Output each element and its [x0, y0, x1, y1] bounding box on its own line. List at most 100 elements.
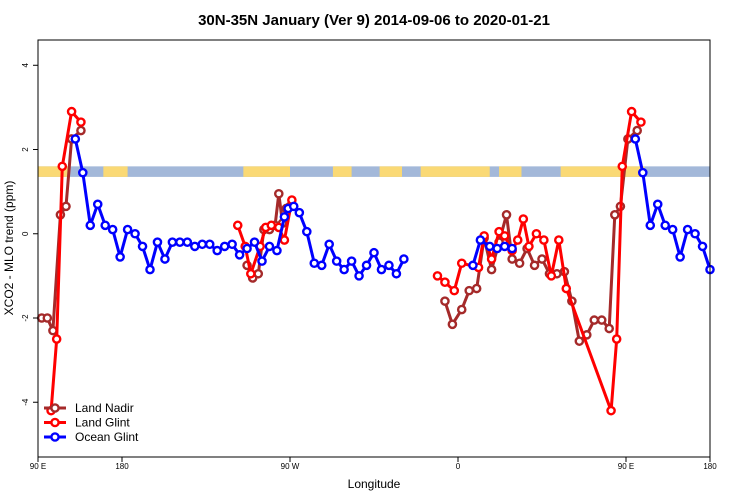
legend-swatch-marker	[50, 432, 60, 442]
data-point-ocean-glint	[100, 220, 110, 231]
data-point-land-glint	[539, 235, 549, 245]
data-point-ocean-glint	[152, 237, 163, 247]
data-point-ocean-glint	[92, 199, 103, 210]
data-point-land-glint	[66, 106, 77, 117]
x-tick-label: 180	[115, 462, 129, 471]
legend-swatch-marker	[50, 403, 60, 413]
data-point-ocean-glint	[675, 252, 685, 262]
land-band-segment	[38, 166, 68, 177]
data-point-ocean-glint	[249, 237, 260, 247]
data-point-ocean-glint	[204, 239, 215, 250]
data-point-land-nadir	[456, 304, 467, 315]
data-point-land-glint	[636, 117, 646, 127]
data-point-land-glint	[524, 241, 534, 252]
data-point-land-nadir	[514, 258, 525, 269]
data-point-land-nadir	[610, 210, 620, 220]
data-point-land-nadir	[596, 315, 607, 325]
data-point-land-glint	[499, 231, 510, 241]
data-point-land-nadir	[42, 313, 53, 323]
legend-swatch-marker	[50, 417, 60, 428]
data-point-ocean-glint	[301, 226, 312, 237]
data-point-land-nadir	[501, 210, 512, 220]
data-point-ocean-glint	[145, 264, 155, 275]
data-point-ocean-glint	[227, 239, 237, 250]
x-tick-label: 180	[703, 462, 717, 471]
data-point-ocean-glint	[115, 252, 125, 262]
data-point-ocean-glint	[492, 243, 503, 254]
data-point-ocean-glint	[78, 167, 88, 178]
data-point-ocean-glint	[645, 220, 656, 231]
x-tick-label: 90 E	[618, 462, 634, 471]
data-point-land-glint	[626, 106, 637, 117]
data-point-land-nadir	[273, 188, 284, 199]
land-band-segment	[560, 166, 645, 177]
data-point-ocean-glint	[638, 167, 648, 178]
data-point-ocean-glint	[475, 235, 486, 245]
legend-label: Land Glint	[75, 416, 130, 430]
ocean-band	[38, 166, 710, 177]
chart-title: 30N-35N January (Ver 9) 2014-09-06 to 20…	[198, 12, 550, 29]
data-point-ocean-glint	[376, 264, 387, 275]
data-point-land-glint	[449, 285, 460, 296]
data-point-land-nadir	[447, 319, 458, 330]
data-point-ocean-glint	[391, 268, 402, 279]
data-point-ocean-glint	[212, 245, 222, 256]
data-point-ocean-glint	[137, 241, 148, 252]
data-point-ocean-glint	[667, 224, 678, 235]
data-point-land-nadir	[76, 125, 86, 136]
data-point-ocean-glint	[122, 224, 133, 235]
data-point-land-nadir	[632, 125, 643, 136]
legend-item-land-glint: Land Glint	[44, 416, 130, 430]
data-point-ocean-glint	[690, 228, 700, 239]
data-point-land-glint	[611, 334, 622, 344]
data-point-land-glint	[279, 235, 290, 245]
data-point-ocean-glint	[652, 199, 663, 210]
data-point-ocean-glint	[288, 201, 299, 212]
data-point-ocean-glint	[85, 220, 96, 231]
data-point-ocean-glint	[182, 237, 193, 247]
data-point-land-glint	[57, 161, 68, 172]
data-point-land-nadir	[529, 260, 540, 271]
y-tick-label: -2	[21, 314, 30, 322]
data-point-ocean-glint	[219, 241, 230, 252]
data-point-land-nadir	[507, 254, 517, 264]
y-tick-label: 2	[21, 147, 30, 152]
data-point-ocean-glint	[660, 220, 671, 231]
data-point-ocean-glint	[264, 241, 275, 252]
data-point-ocean-glint	[324, 239, 335, 250]
data-point-ocean-glint	[354, 271, 364, 281]
data-point-ocean-glint	[197, 239, 208, 250]
land-ocean-band	[38, 166, 710, 177]
y-tick-label: 4	[21, 62, 30, 67]
data-point-land-glint	[245, 268, 256, 279]
data-point-land-glint	[546, 271, 557, 281]
data-point-land-nadir	[574, 336, 585, 346]
legend-label: Land Nadir	[75, 401, 134, 415]
data-point-land-nadir	[464, 285, 475, 296]
data-point-ocean-glint	[167, 237, 178, 247]
series-layer	[36, 106, 715, 416]
data-point-ocean-glint	[272, 245, 282, 256]
data-point-ocean-glint	[682, 224, 693, 235]
data-point-ocean-glint	[484, 241, 495, 252]
data-point-land-glint	[266, 220, 277, 231]
data-point-ocean-glint	[346, 256, 357, 266]
data-point-ocean-glint	[175, 237, 185, 247]
x-axis: 90 E 180 90 W 0 90 E 180	[30, 457, 717, 471]
land-band-segment	[243, 166, 290, 177]
data-point-land-nadir	[440, 296, 450, 306]
data-point-land-glint	[486, 254, 497, 264]
data-point-ocean-glint	[234, 250, 245, 260]
data-point-ocean-glint	[384, 260, 394, 271]
y-tick-label: 0	[21, 231, 30, 236]
y-tick-label: -4	[21, 398, 30, 406]
series-ocean-glint	[70, 134, 715, 281]
land-band-segment	[379, 166, 402, 177]
data-point-ocean-glint	[339, 264, 349, 275]
data-point-ocean-glint	[697, 241, 708, 252]
data-point-land-glint	[531, 228, 542, 239]
data-point-ocean-glint	[257, 256, 267, 266]
legend-item-land-nadir: Land Nadir	[44, 401, 134, 415]
data-point-ocean-glint	[309, 258, 320, 269]
